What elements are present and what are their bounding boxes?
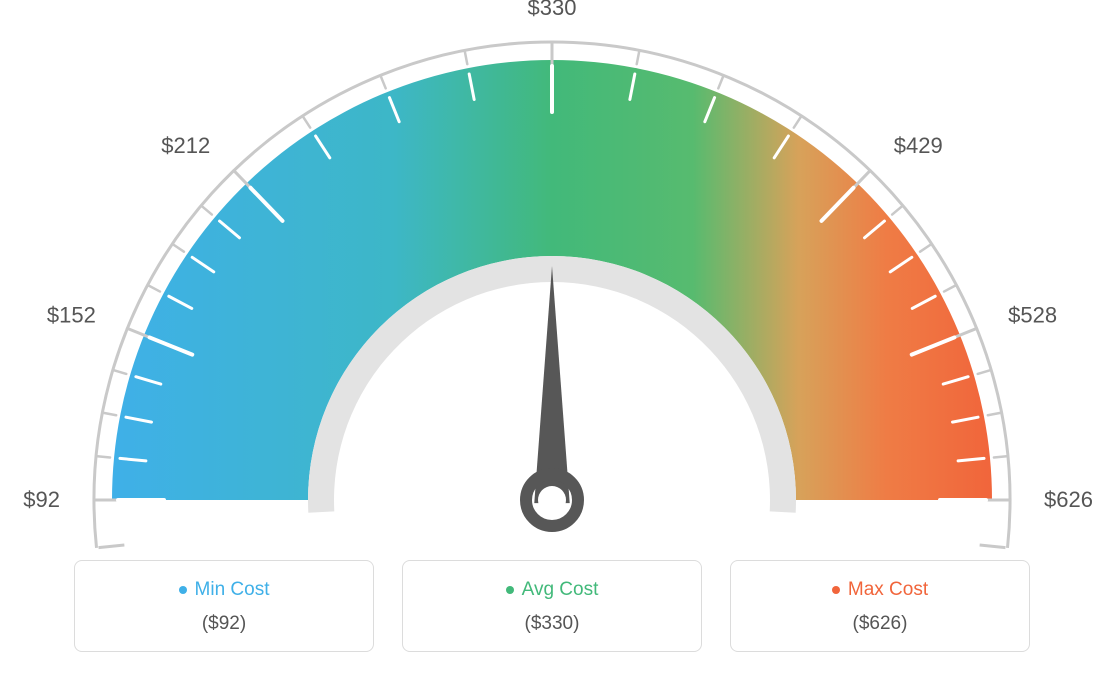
svg-text:$92: $92 <box>23 487 60 512</box>
svg-text:$429: $429 <box>894 133 943 158</box>
gauge-svg: $92 $152 $212 $330 $429 $528 $626 <box>0 0 1104 560</box>
legend-row: Min Cost ($92) Avg Cost ($330) Max Cost … <box>0 560 1104 652</box>
svg-text:$152: $152 <box>47 303 96 328</box>
svg-text:$528: $528 <box>1008 303 1057 328</box>
dot-icon <box>832 586 840 594</box>
legend-title-avg: Avg Cost <box>506 579 599 601</box>
legend-label: Min Cost <box>195 579 270 601</box>
legend-title-min: Min Cost <box>179 579 270 601</box>
legend-label: Max Cost <box>848 579 928 601</box>
cost-gauge: $92 $152 $212 $330 $429 $528 $626 <box>0 0 1104 560</box>
legend-value-min: ($92) <box>75 613 373 635</box>
dot-icon <box>506 586 514 594</box>
legend-title-max: Max Cost <box>832 579 928 601</box>
legend-value-avg: ($330) <box>403 613 701 635</box>
legend-label: Avg Cost <box>522 579 599 601</box>
dot-icon <box>179 586 187 594</box>
legend-card-min: Min Cost ($92) <box>74 560 374 652</box>
legend-card-max: Max Cost ($626) <box>730 560 1030 652</box>
legend-card-avg: Avg Cost ($330) <box>402 560 702 652</box>
legend-value-max: ($626) <box>731 613 1029 635</box>
svg-text:$330: $330 <box>528 0 577 20</box>
svg-text:$626: $626 <box>1044 487 1093 512</box>
svg-text:$212: $212 <box>161 133 210 158</box>
